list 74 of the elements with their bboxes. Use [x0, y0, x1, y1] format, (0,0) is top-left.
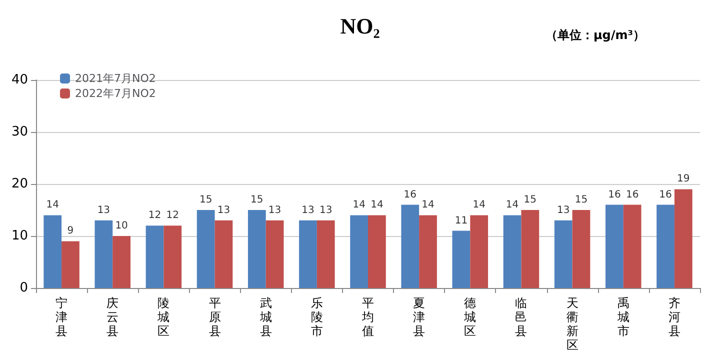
data-label: 14	[472, 200, 486, 211]
data-label: 15	[250, 194, 264, 206]
x-tick-label: 临邑县	[515, 296, 528, 338]
legend-label: 2021年7月NO2	[75, 72, 156, 85]
data-label: 13	[268, 204, 282, 216]
data-label: 14	[352, 200, 366, 211]
bar	[112, 236, 130, 288]
data-label: 15	[574, 194, 588, 206]
x-tick-label: 乐陵市	[310, 296, 323, 338]
x-tick-label: 平原县	[208, 296, 221, 338]
data-label: 13	[302, 204, 314, 216]
bar	[350, 215, 368, 288]
bar	[606, 204, 624, 288]
x-tick-label: 平均值	[361, 296, 374, 338]
x-tick-label: 禹城市	[616, 296, 630, 338]
bar	[146, 226, 164, 288]
bar	[316, 220, 335, 288]
bar	[94, 220, 113, 288]
data-label: 14	[46, 200, 59, 211]
bar	[401, 204, 420, 288]
y-tick-label: 40	[11, 72, 28, 88]
chart-title: NO₂	[340, 14, 380, 38]
bar	[214, 220, 233, 288]
x-tick-label: 庆云县	[106, 296, 119, 338]
data-label: 14	[506, 200, 519, 211]
bar	[623, 204, 642, 288]
text: （单位：μg/m³）	[545, 28, 645, 42]
data-label: 16	[659, 189, 672, 200]
x-tick-label: 天衢新区	[566, 296, 578, 352]
y-tick-label: 0	[20, 280, 28, 296]
bar	[62, 241, 80, 288]
bar	[521, 210, 540, 288]
data-label: 9	[67, 226, 74, 237]
bar	[554, 220, 572, 288]
bar	[572, 210, 590, 288]
data-label: 12	[148, 210, 162, 222]
y-tick-label: 10	[11, 228, 28, 244]
data-label: 16	[626, 189, 639, 200]
bar	[248, 210, 266, 288]
data-label: 13	[217, 204, 230, 216]
x-tick-label: 陵城区	[156, 296, 170, 338]
bar	[266, 220, 284, 288]
data-label: 12	[166, 210, 179, 222]
bar	[44, 215, 62, 288]
bar	[196, 210, 215, 288]
data-label: 16	[404, 189, 417, 200]
x-tick-label: 夏津县	[413, 296, 426, 338]
data-label: 15	[524, 194, 537, 206]
y-tick-label: 30	[11, 124, 28, 140]
bar	[299, 220, 317, 288]
x-tick-label: 宁津县	[56, 296, 68, 338]
legend-label: 2022年7月NO2	[75, 87, 156, 100]
data-label: 16	[608, 189, 621, 200]
x-tick-label: 德城区	[463, 296, 476, 338]
data-label: 13	[97, 204, 110, 216]
x-tick-label: 齐河县	[668, 296, 680, 338]
bar	[164, 226, 182, 288]
bar	[419, 215, 437, 288]
bar	[656, 204, 674, 288]
bar	[503, 215, 522, 288]
data-label: 19	[677, 174, 690, 185]
data-label: 11	[454, 215, 468, 226]
bar	[674, 189, 692, 288]
x-tick-label: 武城县	[258, 296, 272, 338]
data-label: 13	[319, 204, 332, 216]
y-tick-label: 20	[11, 176, 28, 192]
bar	[368, 215, 386, 288]
data-label: 14	[370, 200, 384, 211]
bar	[470, 215, 488, 288]
bar	[452, 230, 470, 288]
data-label: 13	[557, 204, 570, 216]
data-label: 10	[115, 220, 128, 232]
data-label: 14	[422, 200, 434, 211]
data-label: 15	[199, 194, 212, 206]
